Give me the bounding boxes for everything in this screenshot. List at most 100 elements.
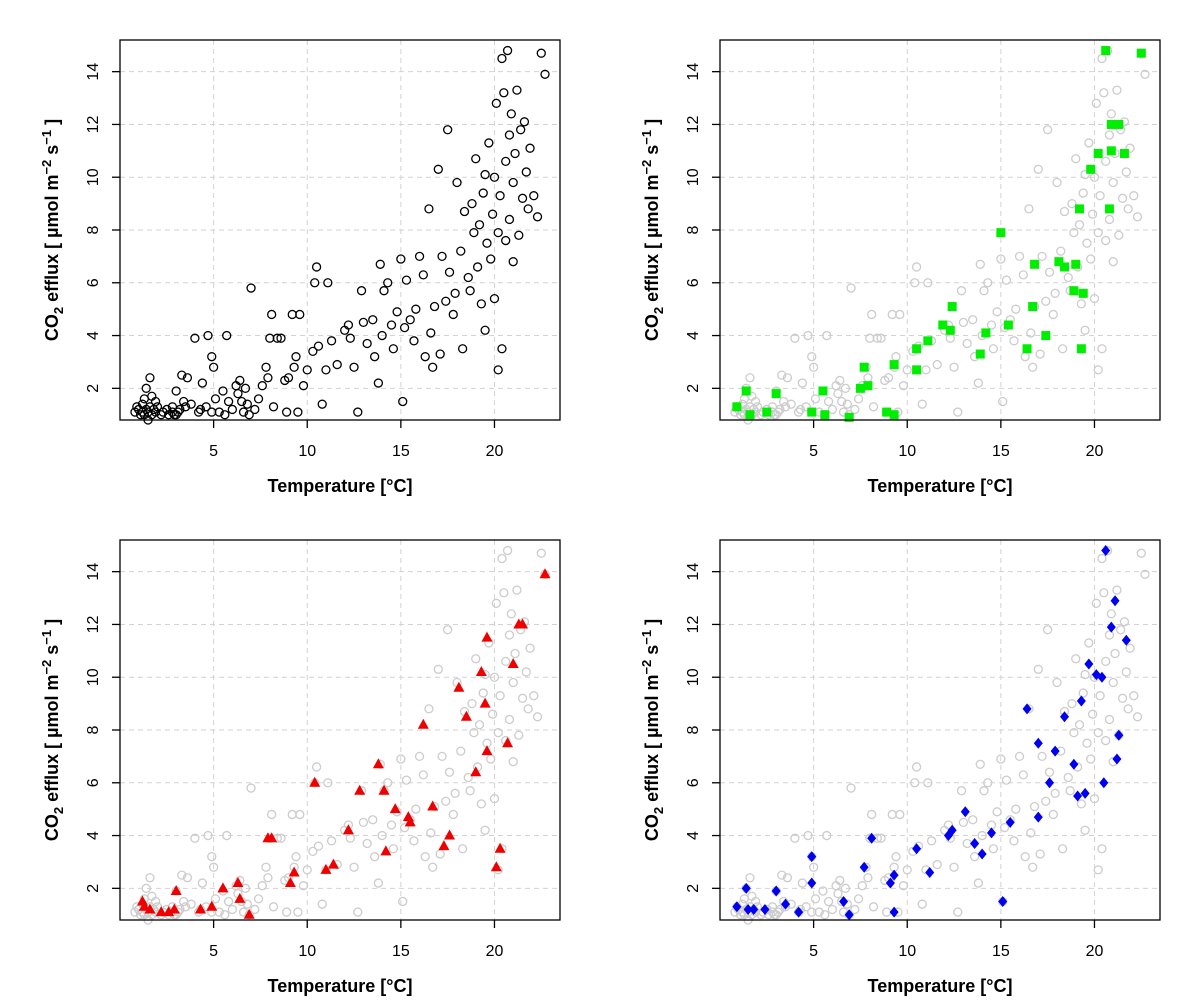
- background-point: [223, 896, 234, 907]
- background-point: [865, 333, 875, 343]
- background-point: [932, 859, 942, 870]
- background-point: [1097, 53, 1107, 64]
- background-point: [1104, 214, 1115, 225]
- background-point: [532, 712, 543, 722]
- data-point: [1060, 262, 1070, 272]
- background-point: [818, 886, 828, 896]
- data-point: [427, 800, 439, 811]
- background-point: [773, 907, 783, 917]
- data-point: [1041, 331, 1051, 341]
- background-point: [1106, 609, 1116, 619]
- background-point: [992, 807, 1002, 817]
- data-point: [480, 325, 490, 335]
- background-point: [1123, 704, 1133, 714]
- background-point: [1011, 804, 1021, 814]
- data-point: [152, 402, 163, 412]
- background-point: [150, 896, 161, 907]
- data-point: [507, 658, 519, 669]
- data-point: [261, 362, 271, 372]
- background-point: [1033, 664, 1043, 674]
- background-point: [437, 751, 447, 762]
- data-point: [732, 901, 742, 913]
- background-point: [1112, 85, 1122, 95]
- data-point: [144, 903, 156, 914]
- data-point: [326, 336, 337, 346]
- background-point: [823, 396, 834, 407]
- data-point: [493, 365, 503, 375]
- data-point: [409, 336, 419, 346]
- background-point: [962, 338, 972, 349]
- chart-panel-top-right: 5 10 15 20 2 4 6 8 10 12 14 Temperature [°C] CO2 eff…: [639, 39, 1161, 496]
- data-point: [457, 344, 468, 354]
- data-point: [912, 344, 922, 354]
- data-point: [345, 333, 355, 343]
- data-point: [222, 330, 232, 341]
- data-point: [373, 378, 384, 388]
- data-point: [317, 399, 327, 409]
- background-point: [1048, 809, 1058, 820]
- data-point: [465, 286, 475, 296]
- background-point: [1020, 852, 1030, 862]
- background-point: [287, 809, 297, 820]
- background-point: [850, 404, 860, 415]
- data-point: [418, 270, 428, 280]
- background-point: [1065, 786, 1075, 796]
- data-point: [923, 336, 933, 346]
- data-point: [489, 293, 500, 304]
- data-point: [1104, 204, 1114, 214]
- data-point: [495, 191, 505, 201]
- background-point: [293, 907, 303, 917]
- y-tick-label: 14: [685, 563, 702, 581]
- background-point: [1095, 691, 1105, 701]
- background-point: [881, 907, 892, 917]
- background-point: [807, 352, 817, 362]
- background-point: [253, 894, 264, 904]
- background-point: [1020, 352, 1030, 362]
- y-axis-title: CO2 efflux [ µmol m−2 s−1 ]: [639, 619, 666, 841]
- data-point: [276, 333, 286, 343]
- background-point: [435, 849, 445, 859]
- data-point: [193, 407, 204, 417]
- data-point: [1005, 816, 1015, 828]
- background-point: [803, 330, 813, 341]
- background-point: [257, 881, 267, 891]
- background-point: [450, 788, 460, 798]
- background-point: [1101, 235, 1111, 246]
- background-point: [1099, 88, 1109, 98]
- data-point: [512, 85, 522, 95]
- data-point: [173, 407, 183, 417]
- background-point: [240, 883, 251, 893]
- background-point: [399, 822, 410, 833]
- background-point: [867, 309, 877, 320]
- data-point: [749, 903, 759, 915]
- background-point: [895, 309, 905, 320]
- background-point: [1140, 569, 1150, 579]
- data-point: [444, 267, 455, 277]
- background-point: [1001, 275, 1012, 285]
- chart-panel-bottom-right: 5 10 15 20 2 4 6 8 10 12 14 Temperature [°C] CO2 eff…: [639, 539, 1161, 996]
- background-point: [923, 278, 933, 288]
- background-point: [214, 907, 224, 917]
- data-point: [310, 278, 320, 288]
- data-point: [437, 251, 447, 262]
- data-point: [1033, 737, 1043, 749]
- background-point: [501, 656, 511, 667]
- background-point: [504, 630, 515, 640]
- background-point: [779, 396, 789, 407]
- background-point: [480, 825, 490, 835]
- data-point: [1076, 344, 1086, 354]
- y-tick-label: 2: [685, 384, 702, 393]
- data-point: [820, 410, 830, 420]
- data-point: [170, 884, 182, 895]
- data-point: [132, 402, 142, 412]
- data-point: [283, 373, 294, 383]
- data-point: [536, 48, 546, 58]
- background-point: [911, 762, 922, 772]
- x-tick-label: 10: [898, 443, 916, 460]
- background-point: [203, 830, 213, 841]
- background-point: [827, 904, 837, 915]
- data-point: [889, 869, 899, 881]
- background-point: [902, 365, 912, 375]
- background-point: [1129, 691, 1139, 701]
- background-point: [497, 553, 507, 564]
